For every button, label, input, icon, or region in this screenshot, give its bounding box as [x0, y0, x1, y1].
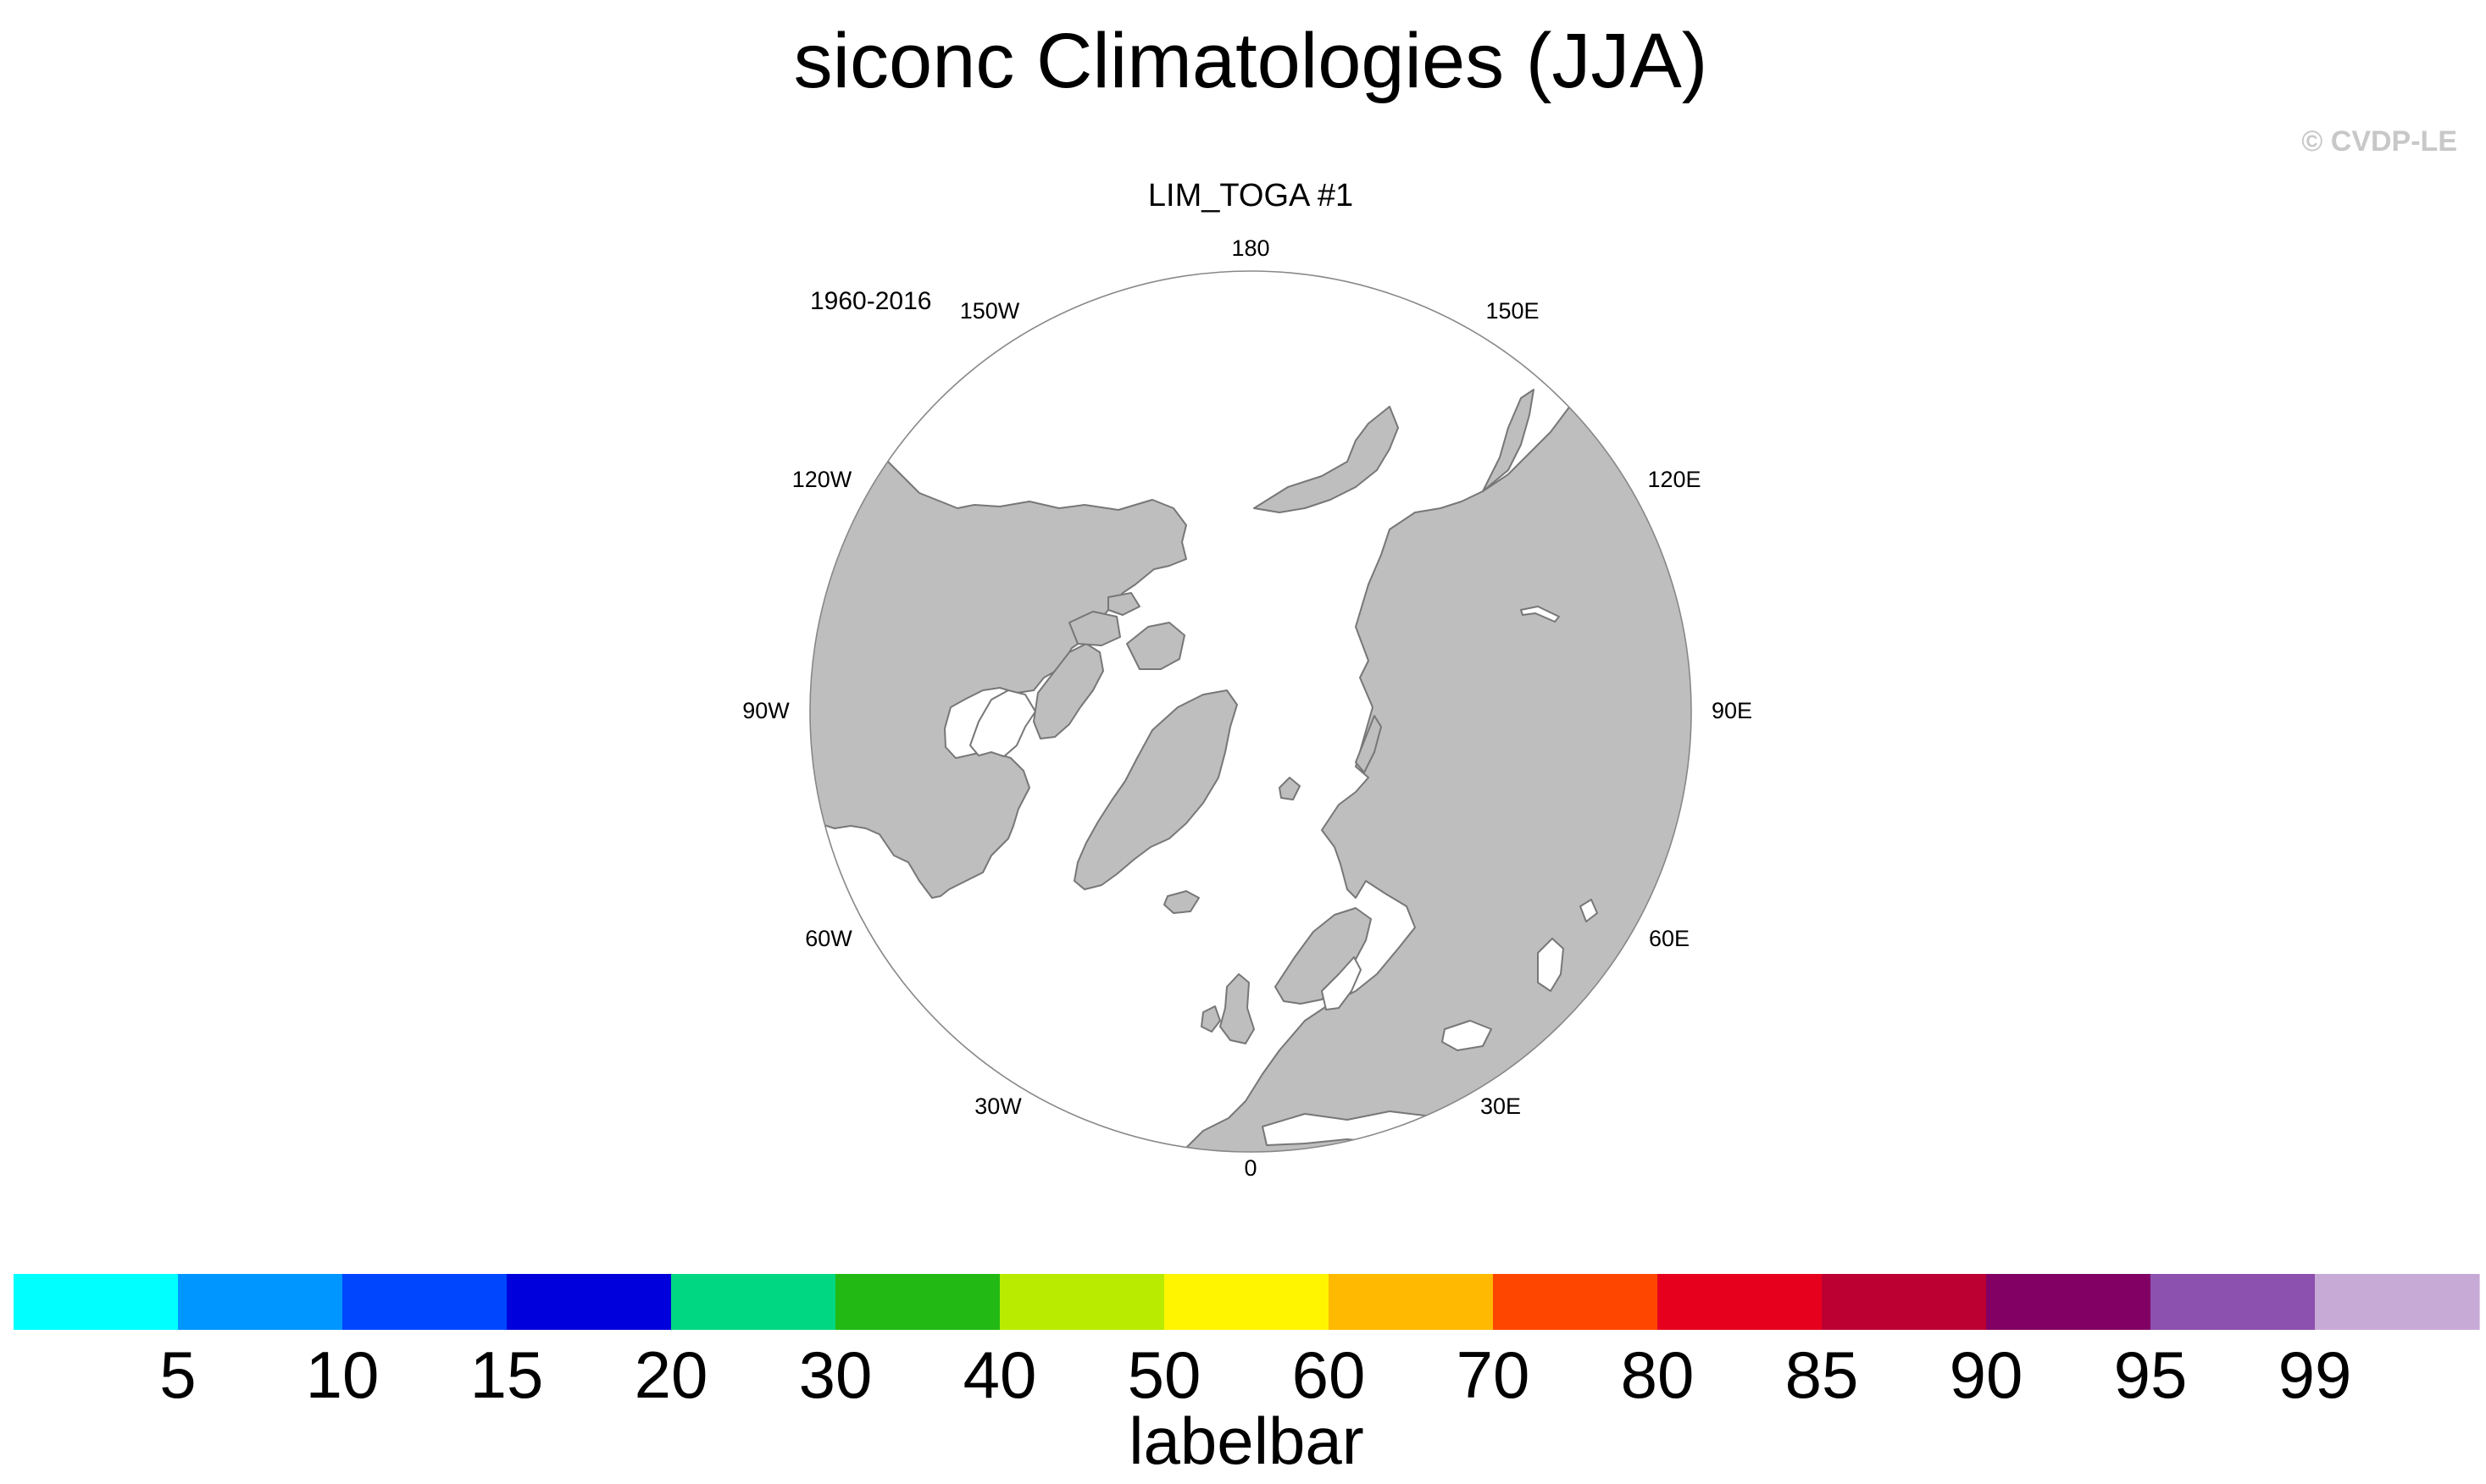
- colorbar-box-12: [1822, 1274, 1987, 1330]
- landmass-ireland: [1201, 1005, 1221, 1033]
- lon-label-30e: 30E: [1480, 1094, 1521, 1119]
- credit-label: © CVDP-LE: [2301, 125, 2457, 158]
- colorbar-box-14: [2150, 1274, 2316, 1330]
- colorbar-box-15: [2315, 1274, 2480, 1330]
- colorbar: 5 10 15 20 30 40 50 60 70 80 85 90 95 99 labelbar: [14, 1274, 2480, 1478]
- lon-label-0: 0: [1244, 1155, 1257, 1181]
- colorbar-title: labelbar: [1129, 1404, 1364, 1478]
- colorbar-tick-label: 70: [1457, 1337, 1530, 1412]
- colorbar-tick-label: 20: [635, 1337, 708, 1412]
- landmass-novaya-zemlya: [1355, 715, 1382, 773]
- lake-baikal: [1520, 606, 1560, 623]
- landmass-north-america: [810, 457, 1187, 899]
- colorbar-box-2: [178, 1274, 343, 1330]
- panel-title: LIM_TOGA #1: [1148, 178, 1353, 213]
- landmass-greenland: [1074, 689, 1238, 890]
- colorbar-box-7: [1000, 1274, 1165, 1330]
- colorbar-tick-label: 30: [799, 1337, 873, 1412]
- caspian-sea: [1537, 938, 1564, 992]
- landmass-scandinavia: [1274, 907, 1372, 1005]
- hudson-bay: [969, 689, 1036, 757]
- map-border: [809, 270, 1692, 1153]
- colorbar-tick-label: 40: [963, 1337, 1037, 1412]
- longitude-labels: 180 150E 120E 90E 60E 30E 0 30W 60W 90W …: [742, 235, 1752, 1181]
- colorbar-box-6: [835, 1274, 1001, 1330]
- lon-label-60e: 60E: [1649, 926, 1690, 951]
- landmass-great-britain: [1219, 973, 1255, 1044]
- landmass-chukotka: [1253, 406, 1399, 513]
- landmass-baffin-island: [1033, 643, 1104, 739]
- colorbar-tick-label: 90: [1950, 1337, 2023, 1412]
- colorbar-tick-label: 60: [1292, 1337, 1366, 1412]
- lon-label-90e: 90E: [1712, 698, 1752, 723]
- lon-label-150e: 150E: [1485, 298, 1539, 324]
- lon-label-60w: 60W: [805, 926, 852, 951]
- colorbar-box-3: [342, 1274, 508, 1330]
- colorbar-tick-label: 99: [2278, 1337, 2352, 1412]
- colorbar-tick-label: 80: [1621, 1337, 1695, 1412]
- landmass-iceland: [1163, 890, 1200, 914]
- colorbar-box-11: [1657, 1274, 1823, 1330]
- colorbar-tick-label: 95: [2114, 1337, 2188, 1412]
- figure-title: siconc Climatologies (JJA): [794, 18, 1708, 104]
- baltic-sea: [1321, 956, 1362, 1011]
- lon-label-150w: 150W: [960, 298, 1020, 324]
- landmass-kamchatka: [1482, 389, 1534, 492]
- lon-label-120e: 120E: [1647, 467, 1701, 492]
- colorbar-tick-labels: 5 10 15 20 30 40 50 60 70 80 85 90 95 99: [159, 1337, 2351, 1412]
- colorbar-box-13: [1986, 1274, 2151, 1330]
- lon-label-120w: 120W: [792, 467, 852, 492]
- colorbar-box-1: [14, 1274, 179, 1330]
- aral-sea: [1579, 899, 1598, 922]
- colorbar-tick-label: 50: [1128, 1337, 1201, 1412]
- colorbar-box-4: [507, 1274, 672, 1330]
- period-label: 1960-2016: [810, 287, 931, 315]
- colorbar-tick-label: 5: [159, 1337, 196, 1412]
- landmass-banks-island: [1107, 592, 1140, 616]
- colorbar-boxes: [14, 1274, 2480, 1330]
- landmass-victoria-island: [1068, 611, 1121, 646]
- polar-map: 180 150E 120E 90E 60E 30E 0 30W 60W 90W …: [742, 235, 1752, 1181]
- colorbar-tick-label: 10: [306, 1337, 380, 1412]
- colorbar-box-8: [1164, 1274, 1329, 1330]
- colorbar-tick-label: 15: [470, 1337, 544, 1412]
- landmass-svalbard: [1279, 777, 1301, 800]
- colorbar-box-9: [1329, 1274, 1494, 1330]
- lon-label-30w: 30W: [974, 1094, 1022, 1119]
- landmass-ellesmere-island: [1126, 622, 1185, 670]
- lon-label-90w: 90W: [742, 698, 790, 723]
- black-sea: [1441, 1020, 1492, 1051]
- colorbar-tick-label: 85: [1785, 1337, 1859, 1412]
- lon-label-180: 180: [1231, 235, 1269, 261]
- colorbar-box-5: [671, 1274, 836, 1330]
- colorbar-box-10: [1493, 1274, 1658, 1330]
